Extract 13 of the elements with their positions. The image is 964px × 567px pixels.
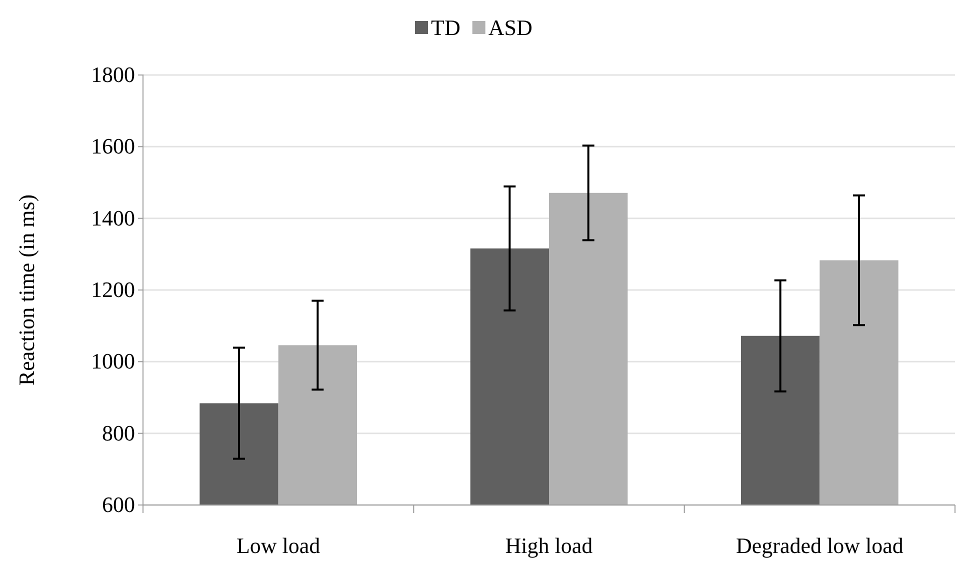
- y-tick-label: 1800: [91, 62, 135, 88]
- y-tick-label: 800: [102, 420, 135, 446]
- legend-label: TD: [431, 15, 460, 40]
- x-tick-label: Degraded low load: [736, 533, 904, 558]
- y-tick-label: 600: [102, 492, 135, 518]
- legend-label: ASD: [488, 15, 532, 40]
- y-tick-label: 1600: [91, 134, 135, 159]
- x-tick-label: High load: [505, 533, 593, 558]
- y-tick-label: 1200: [91, 277, 135, 302]
- y-tick-label: 1000: [91, 348, 135, 374]
- y-axis-title: Reaction time (in ms): [14, 194, 39, 386]
- y-tick-label: 1400: [91, 205, 135, 230]
- x-tick-label: Low load: [236, 533, 320, 558]
